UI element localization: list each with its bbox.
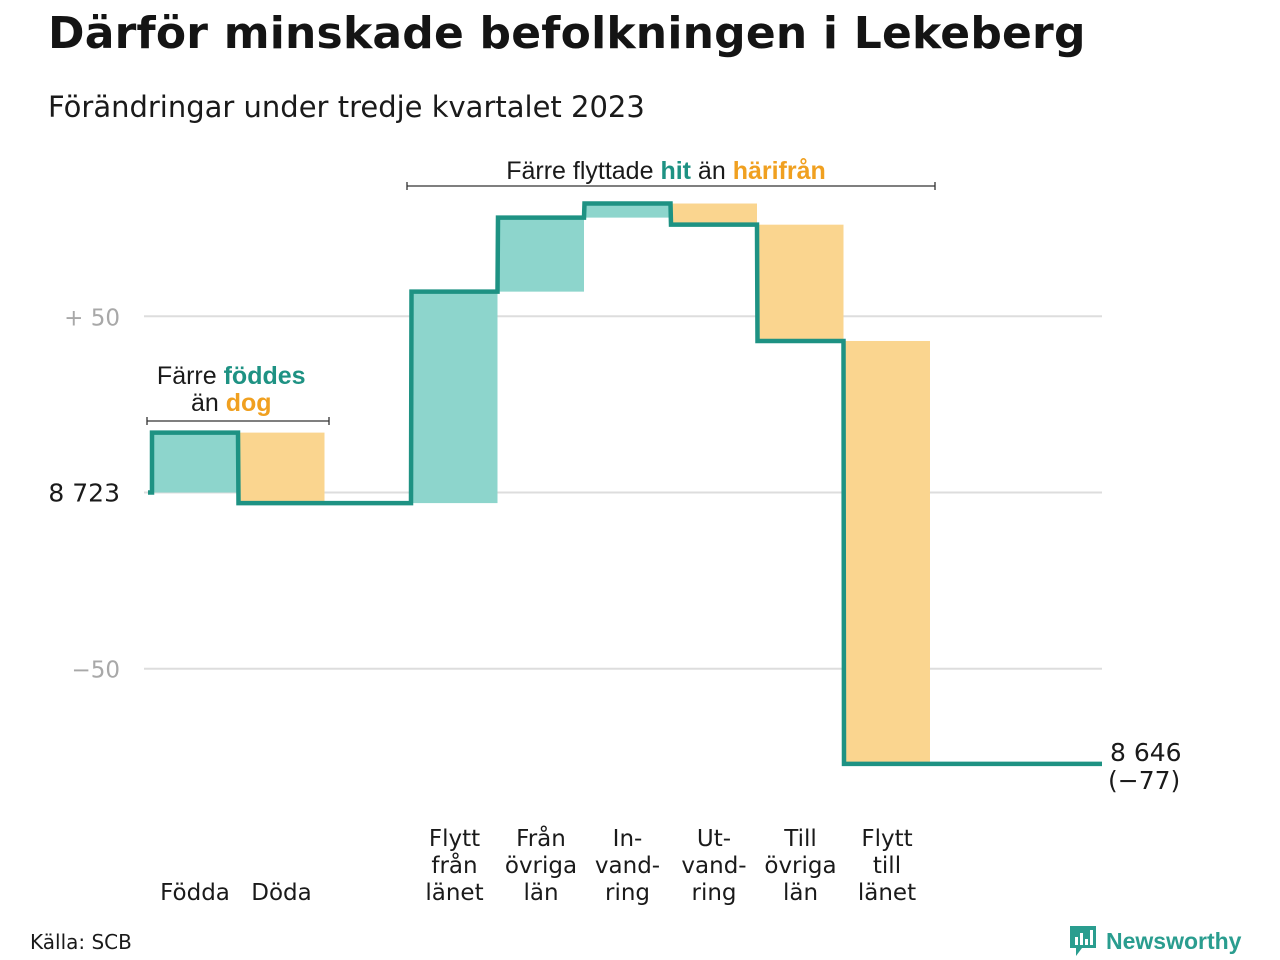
end-value-label: 8 646: [1110, 738, 1182, 767]
decrease-bar: [844, 340, 930, 764]
category-label: In-: [613, 826, 643, 852]
category-label: Flytt: [429, 826, 480, 852]
chart-subtitle: Förändringar under tredje kvartalet 2023: [48, 90, 645, 124]
annotation-migration: Färre flyttade hit än härifrån: [506, 157, 826, 185]
category-label: Ut-: [697, 826, 731, 852]
decrease-bar: [671, 203, 757, 225]
category-label: länet: [425, 880, 483, 906]
logo-text: Newsworthy: [1106, 927, 1242, 954]
category-label: Till: [783, 826, 817, 852]
category-label: Födda: [160, 880, 230, 906]
y-tick-label: −50: [71, 658, 120, 684]
annotation-fodda-doda-line2: än dog: [191, 389, 272, 417]
category-label: övriga: [505, 853, 577, 879]
increase-bar: [584, 203, 671, 218]
newsworthy-logo[interactable]: Newsworthy: [1068, 924, 1241, 958]
chart-title: Därför minskade befolkningen i Lekeberg: [48, 8, 1086, 59]
category-label: från: [431, 851, 477, 879]
start-value-label: 8 723: [48, 479, 120, 508]
annotation-fodda-doda: Färre föddes: [157, 362, 306, 390]
category-label: vand-: [595, 853, 660, 879]
increase-bar: [411, 291, 498, 504]
category-label: vand-: [681, 853, 746, 879]
category-label: till: [873, 853, 901, 879]
source-note: Källa: SCB: [30, 930, 132, 954]
decrease-bar: [757, 224, 844, 341]
increase-bar: [498, 217, 584, 292]
category-label: ring: [605, 880, 650, 906]
decrease-bar: [238, 432, 325, 504]
y-tick-label: + 50: [64, 305, 120, 331]
population-step-line: [148, 201, 1102, 767]
bar-chart-speech-bubble-icon: [1070, 926, 1096, 956]
category-label: Döda: [251, 880, 311, 906]
category-label: övriga: [764, 853, 836, 879]
category-label: län: [523, 880, 558, 906]
category-label: Flytt: [861, 826, 912, 852]
category-label: ring: [691, 880, 736, 906]
category-label: Från: [516, 824, 566, 852]
category-label: län: [783, 880, 818, 906]
increase-bar: [152, 432, 238, 493]
end-change-label: (−77): [1108, 766, 1180, 795]
category-label: länet: [858, 880, 916, 906]
